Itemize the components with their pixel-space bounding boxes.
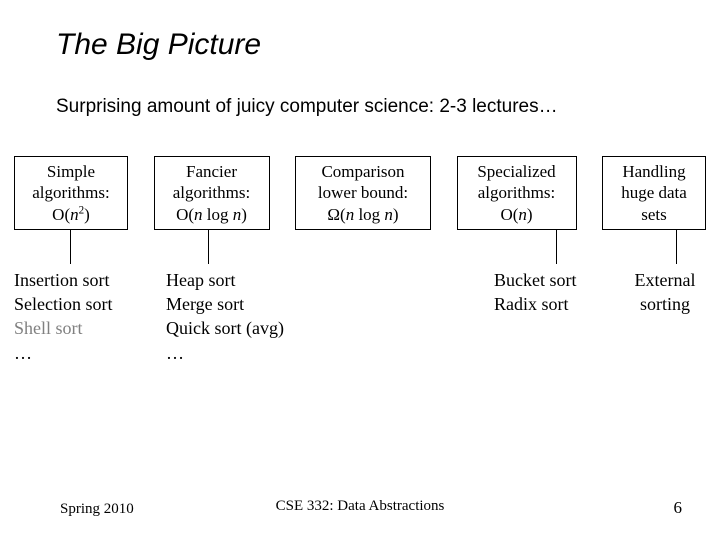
- box-fancier: Fancier algorithms: O(n log n): [154, 156, 270, 230]
- box-complexity: O(n log n): [161, 204, 263, 225]
- box-complexity: O(n2): [21, 204, 121, 225]
- box-line: Comparison: [302, 161, 424, 182]
- box-line: Simple: [21, 161, 121, 182]
- examples-fancier: Heap sort Merge sort Quick sort (avg) …: [166, 268, 366, 365]
- slide: The Big Picture Surprising amount of jui…: [0, 0, 720, 540]
- examples-handling: External sorting: [620, 268, 710, 365]
- box-specialized: Specialized algorithms: O(n): [457, 156, 577, 230]
- example-item: Selection sort: [14, 292, 166, 316]
- slide-title: The Big Picture: [0, 28, 720, 62]
- box-line: huge data: [609, 182, 699, 203]
- example-item: External: [620, 268, 710, 292]
- examples-row: Insertion sort Selection sort Shell sort…: [0, 268, 720, 365]
- box-comparison: Comparison lower bound: Ω(n log n): [295, 156, 431, 230]
- example-item: sorting: [620, 292, 710, 316]
- examples-simple: Insertion sort Selection sort Shell sort…: [14, 268, 166, 365]
- box-line: Handling: [609, 161, 699, 182]
- box-complexity: O(n): [464, 204, 570, 225]
- example-item: Bucket sort: [494, 268, 614, 292]
- box-line: algorithms:: [161, 182, 263, 203]
- box-line: Fancier: [161, 161, 263, 182]
- example-item: …: [14, 341, 166, 365]
- box-handling: Handling huge data sets: [602, 156, 706, 230]
- connector-line: [208, 230, 209, 264]
- example-item: Heap sort: [166, 268, 366, 292]
- box-line: algorithms:: [464, 182, 570, 203]
- box-line: Specialized: [464, 161, 570, 182]
- slide-footer: Spring 2010 CSE 332: Data Abstractions 6: [0, 498, 720, 518]
- connectors: [0, 230, 720, 268]
- footer-course: CSE 332: Data Abstractions: [276, 498, 445, 515]
- footer-term: Spring 2010: [60, 501, 134, 518]
- box-simple: Simple algorithms: O(n2): [14, 156, 128, 230]
- connector-line: [556, 230, 557, 264]
- example-item: …: [166, 341, 366, 365]
- box-line: algorithms:: [21, 182, 121, 203]
- example-item: Quick sort (avg): [166, 316, 366, 340]
- connector-line: [676, 230, 677, 264]
- examples-specialized: Bucket sort Radix sort: [494, 268, 614, 365]
- example-item: Shell sort: [14, 316, 166, 340]
- box-line: lower bound:: [302, 182, 424, 203]
- example-item: Radix sort: [494, 292, 614, 316]
- example-item: Merge sort: [166, 292, 366, 316]
- footer-page-number: 6: [674, 498, 683, 518]
- box-complexity: Ω(n log n): [302, 204, 424, 225]
- slide-subtitle: Surprising amount of juicy computer scie…: [0, 96, 720, 118]
- box-line: sets: [609, 204, 699, 225]
- example-item: Insertion sort: [14, 268, 166, 292]
- category-boxes-row: Simple algorithms: O(n2) Fancier algorit…: [0, 156, 720, 230]
- connector-line: [70, 230, 71, 264]
